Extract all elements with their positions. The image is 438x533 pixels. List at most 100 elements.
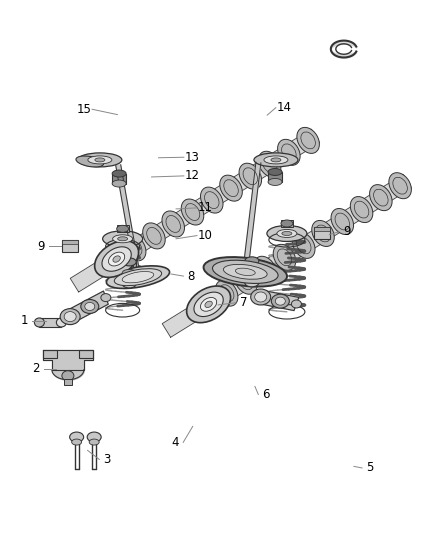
Ellipse shape (112, 180, 126, 187)
Ellipse shape (220, 175, 242, 201)
Ellipse shape (89, 439, 99, 445)
Ellipse shape (276, 297, 285, 305)
Ellipse shape (245, 257, 259, 265)
Text: 3: 3 (104, 453, 111, 466)
Text: 4: 4 (171, 436, 179, 449)
Text: 9: 9 (37, 240, 45, 253)
Ellipse shape (273, 244, 296, 270)
Ellipse shape (95, 241, 138, 277)
Ellipse shape (117, 225, 129, 232)
Ellipse shape (278, 139, 300, 165)
Ellipse shape (122, 271, 154, 283)
Ellipse shape (268, 179, 282, 185)
Text: 9: 9 (343, 225, 351, 238)
Text: 15: 15 (77, 103, 92, 116)
Polygon shape (43, 350, 93, 370)
Ellipse shape (271, 294, 290, 308)
Bar (62, 240, 78, 252)
Ellipse shape (70, 432, 84, 442)
Bar (43, 350, 57, 358)
Ellipse shape (187, 286, 230, 322)
Ellipse shape (194, 292, 223, 317)
Bar (314, 228, 330, 231)
Ellipse shape (389, 173, 411, 199)
Text: 8: 8 (188, 270, 195, 282)
Ellipse shape (350, 197, 373, 223)
Ellipse shape (87, 432, 101, 442)
Ellipse shape (268, 168, 282, 175)
Bar (122, 262, 136, 284)
Ellipse shape (57, 318, 67, 327)
Ellipse shape (162, 211, 184, 237)
Ellipse shape (62, 371, 74, 381)
Ellipse shape (201, 297, 217, 311)
Ellipse shape (205, 301, 212, 308)
Bar (79, 350, 93, 358)
Ellipse shape (118, 237, 127, 241)
Ellipse shape (297, 127, 319, 154)
Ellipse shape (113, 235, 133, 243)
Text: 11: 11 (198, 201, 212, 214)
Ellipse shape (267, 225, 307, 241)
Ellipse shape (88, 156, 112, 164)
Text: 12: 12 (184, 169, 199, 182)
Ellipse shape (271, 158, 281, 162)
Ellipse shape (245, 279, 259, 287)
Ellipse shape (122, 280, 136, 288)
Ellipse shape (112, 170, 126, 177)
Ellipse shape (245, 268, 259, 276)
Text: 5: 5 (367, 462, 374, 474)
Ellipse shape (106, 266, 170, 288)
Text: 7: 7 (240, 296, 248, 309)
Ellipse shape (60, 309, 80, 325)
Ellipse shape (282, 231, 292, 236)
Text: 13: 13 (184, 151, 199, 164)
Ellipse shape (76, 156, 104, 167)
Ellipse shape (251, 289, 271, 305)
Polygon shape (258, 290, 299, 311)
Text: 14: 14 (276, 101, 291, 114)
Ellipse shape (34, 318, 44, 327)
Ellipse shape (258, 151, 281, 177)
Ellipse shape (101, 294, 111, 302)
Bar (39, 318, 61, 327)
Ellipse shape (254, 292, 267, 302)
Ellipse shape (81, 300, 99, 313)
Ellipse shape (215, 280, 238, 306)
Ellipse shape (277, 229, 297, 238)
Ellipse shape (109, 252, 125, 266)
Ellipse shape (64, 312, 76, 321)
Text: 6: 6 (262, 388, 270, 401)
Ellipse shape (102, 231, 143, 247)
Bar (64, 379, 72, 385)
Polygon shape (70, 129, 320, 292)
Bar (245, 261, 259, 283)
Ellipse shape (204, 257, 287, 287)
Bar (62, 240, 78, 244)
Bar (281, 220, 293, 227)
Ellipse shape (254, 256, 276, 282)
Text: 10: 10 (198, 229, 212, 242)
Ellipse shape (124, 235, 146, 261)
Ellipse shape (72, 439, 81, 445)
Ellipse shape (78, 153, 122, 167)
Ellipse shape (293, 232, 315, 259)
Ellipse shape (235, 268, 255, 276)
Ellipse shape (181, 199, 204, 225)
Ellipse shape (239, 163, 261, 189)
Ellipse shape (254, 153, 298, 167)
Ellipse shape (95, 158, 105, 162)
Ellipse shape (113, 256, 120, 262)
Text: 2: 2 (32, 362, 40, 375)
Polygon shape (162, 174, 412, 337)
Ellipse shape (122, 258, 136, 266)
Ellipse shape (281, 220, 293, 227)
Polygon shape (116, 165, 141, 278)
Polygon shape (243, 162, 261, 272)
Ellipse shape (331, 208, 353, 235)
Polygon shape (68, 291, 108, 323)
Ellipse shape (235, 268, 257, 294)
Ellipse shape (102, 247, 131, 271)
Ellipse shape (264, 156, 288, 164)
Ellipse shape (201, 187, 223, 213)
